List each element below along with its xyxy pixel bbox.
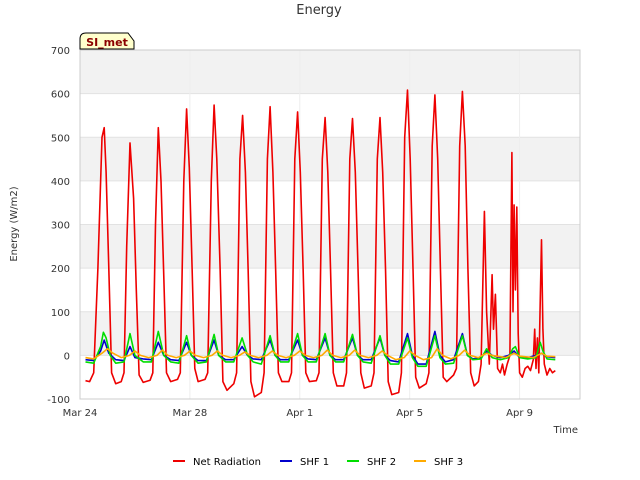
series-line-shf-2 (85, 330, 556, 368)
y-tick-label: 200 (51, 264, 70, 275)
legend-label-shf-3: SHF 3 (434, 457, 463, 468)
legend: Net Radiation SHF 1 SHF 2 SHF 3 (173, 457, 463, 468)
x-tick-label: Mar 24 (63, 408, 98, 419)
x-tick-label: Apr 5 (396, 408, 423, 419)
y-tick-label: 0 (64, 351, 70, 362)
site-badge: SI_met (79, 32, 135, 50)
legend-label-shf-1: SHF 1 (300, 457, 329, 468)
chart-title: Energy (296, 3, 342, 18)
plot-area (79, 49, 581, 400)
y-tick-label: 100 (51, 308, 70, 319)
x-axis-label: Time (553, 425, 578, 436)
legend-label-net-radiation: Net Radiation (193, 457, 261, 468)
site-badge-shape (79, 32, 135, 50)
y-axis-label: Energy (W/m2) (9, 186, 20, 261)
y-tick-label: -100 (47, 395, 70, 406)
background-band (80, 50, 580, 94)
x-tick-label: Mar 28 (172, 408, 207, 419)
series-line-shf-3 (85, 348, 556, 361)
legend-label-shf-2: SHF 2 (367, 457, 396, 468)
background-band (80, 137, 580, 181)
y-tick-label: 500 (51, 133, 70, 144)
series-line-net-radiation (85, 89, 556, 398)
y-tick-label: 300 (51, 221, 70, 232)
y-tick-label: 400 (51, 177, 70, 188)
grid-lines (79, 49, 580, 400)
y-tick-label: 600 (51, 90, 70, 101)
y-axis-ticks: -100 0 100 200 300 400 500 600 700 (47, 46, 70, 406)
series-layer (85, 89, 556, 398)
x-tick-label: Apr 9 (506, 408, 533, 419)
x-tick-label: Apr 1 (286, 408, 313, 419)
y-tick-label: 700 (51, 46, 70, 57)
x-axis-ticks: Mar 24 Mar 28 Apr 1 Apr 5 Apr 9 (63, 408, 533, 419)
background-bands (80, 50, 580, 356)
site-badge-label: SI_met (86, 36, 128, 49)
